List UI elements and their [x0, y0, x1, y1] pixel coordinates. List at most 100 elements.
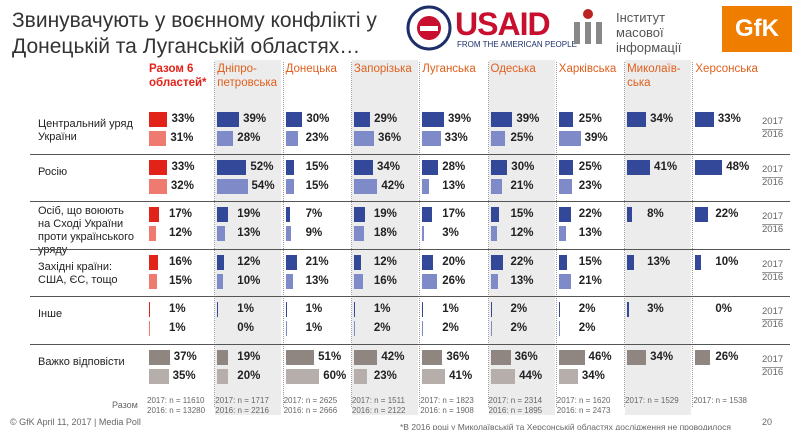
- value-label: 8%: [647, 208, 664, 221]
- value-label: 1%: [373, 303, 391, 316]
- bar: [558, 131, 581, 146]
- year-label: 2016: [762, 224, 784, 236]
- bar: [558, 159, 573, 175]
- value-label: 12%: [169, 227, 193, 240]
- bar: [149, 131, 167, 146]
- bar: [422, 321, 424, 337]
- bar: [490, 226, 498, 242]
- year-label: 2016: [762, 129, 784, 140]
- bar: [217, 178, 248, 194]
- bar: [353, 226, 364, 242]
- value-label: 34%: [376, 160, 400, 173]
- value-label: 36%: [378, 132, 402, 144]
- bar: [422, 131, 441, 146]
- value-label: 39%: [243, 113, 267, 125]
- usaid-logo: USAID: [455, 6, 551, 43]
- sample-size: 2017: n = 1538: [693, 396, 747, 405]
- bar: [695, 254, 701, 270]
- column-divider: [282, 62, 284, 407]
- row-separator: [30, 296, 790, 298]
- bar: [695, 350, 710, 365]
- value-label: 19%: [237, 208, 261, 221]
- value-label: 35%: [172, 370, 196, 382]
- bar: [490, 207, 499, 223]
- usaid-seal: [406, 5, 452, 51]
- value-label: 17%: [169, 208, 193, 221]
- bar: [422, 273, 437, 289]
- bar: [490, 273, 498, 289]
- bar: [490, 254, 503, 270]
- bar: [490, 159, 508, 175]
- bar: [285, 226, 291, 242]
- value-label: 15%: [305, 160, 329, 173]
- row-label: Осіб, що воюють на Сході України проти у…: [38, 205, 135, 257]
- value-label: 15%: [578, 255, 602, 268]
- value-label: 36%: [446, 351, 470, 363]
- bar: [422, 226, 424, 242]
- column-divider: [487, 62, 489, 407]
- sample-size: 2017: n = 1717: [215, 396, 269, 405]
- value-label: 2%: [578, 322, 596, 335]
- bar: [422, 369, 446, 384]
- sample-size: 2017: n = 1511: [351, 396, 405, 405]
- column-divider: [555, 62, 557, 407]
- bar: [422, 112, 445, 127]
- value-label: 13%: [237, 227, 261, 240]
- bar: [558, 321, 560, 337]
- value-label: 31%: [170, 132, 194, 144]
- value-label: 33%: [717, 113, 741, 125]
- bar: [353, 159, 373, 175]
- column-header: Запорізька: [353, 63, 412, 75]
- year-label: 2017: [762, 116, 784, 127]
- year-label: 2016: [762, 271, 784, 283]
- bar: [149, 321, 150, 337]
- year-label: 2016: [762, 176, 784, 188]
- value-label: 2%: [442, 322, 459, 335]
- bar: [558, 178, 572, 194]
- value-label: 17%: [442, 208, 466, 221]
- value-label: 12%: [237, 255, 261, 268]
- row-separator: [30, 344, 790, 345]
- sample-size: 2017: n = 2314: [488, 396, 543, 405]
- row-label: Інше: [38, 308, 63, 321]
- value-label: 16%: [373, 274, 397, 287]
- column-divider: [350, 62, 352, 407]
- value-label: 15%: [305, 179, 329, 192]
- bar: [558, 112, 573, 127]
- bar: [217, 254, 225, 270]
- value-label: 2%: [373, 322, 391, 335]
- value-label: 22%: [510, 255, 534, 268]
- value-label: 23%: [305, 132, 329, 144]
- bar: [285, 273, 293, 289]
- column-divider: [419, 62, 421, 407]
- value-label: 25%: [578, 113, 602, 125]
- sample-size: 2016: n = 2473: [556, 406, 611, 415]
- value-label: 28%: [442, 160, 466, 173]
- bar: [217, 159, 247, 175]
- bar: [627, 350, 647, 365]
- value-label: 13%: [305, 274, 329, 287]
- value-label: 13%: [578, 227, 602, 240]
- sample-label: Разом: [112, 400, 138, 410]
- gfk-logo: GfK: [722, 6, 792, 52]
- bar: [422, 207, 432, 223]
- bar: [353, 112, 371, 127]
- value-label: 42%: [381, 179, 405, 192]
- bar: [285, 131, 299, 146]
- value-label: 30%: [306, 113, 330, 125]
- bar: [490, 321, 492, 337]
- value-label: 36%: [514, 351, 538, 363]
- value-label: 23%: [373, 370, 397, 382]
- bar: [217, 112, 240, 127]
- bar: [353, 350, 378, 365]
- value-label: 41%: [654, 160, 678, 173]
- column-header: Одеська: [490, 63, 536, 75]
- bar: [217, 302, 218, 318]
- title: Звинувачують у воєнному конфлікті у Доне…: [12, 9, 377, 58]
- value-label: 21%: [578, 274, 602, 287]
- bar: [558, 350, 585, 365]
- value-label: 0%: [237, 322, 254, 335]
- value-label: 29%: [374, 113, 398, 125]
- bar: [695, 159, 723, 175]
- value-label: 9%: [305, 227, 323, 240]
